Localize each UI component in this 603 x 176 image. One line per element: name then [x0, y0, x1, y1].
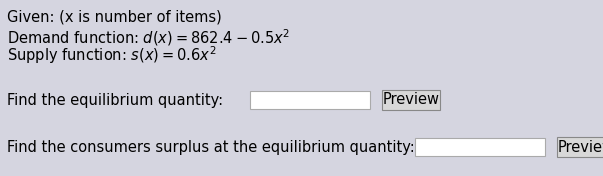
Text: Find the equilibrium quantity:: Find the equilibrium quantity:	[7, 93, 223, 108]
Text: Supply function: $s(x) = 0.6x^2$: Supply function: $s(x) = 0.6x^2$	[7, 44, 216, 66]
Text: Preview: Preview	[558, 140, 603, 155]
Text: Given: (x is number of items): Given: (x is number of items)	[7, 10, 222, 25]
FancyBboxPatch shape	[250, 91, 370, 109]
Text: Find the consumers surplus at the equilibrium quantity:: Find the consumers surplus at the equili…	[7, 140, 415, 155]
FancyBboxPatch shape	[415, 138, 545, 156]
Text: Demand function: $d(x) = 862.4 - 0.5x^2$: Demand function: $d(x) = 862.4 - 0.5x^2$	[7, 27, 290, 48]
FancyBboxPatch shape	[557, 137, 603, 157]
Text: Preview: Preview	[382, 93, 440, 108]
FancyBboxPatch shape	[382, 90, 440, 110]
